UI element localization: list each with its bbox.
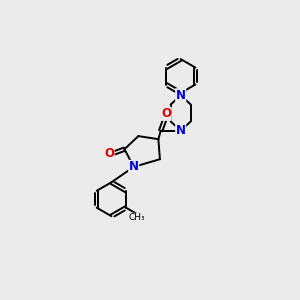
Text: N: N [176,89,186,102]
Text: N: N [176,124,186,137]
Text: O: O [104,147,114,160]
Text: CH₃: CH₃ [128,213,145,222]
Text: N: N [129,160,139,173]
Text: O: O [161,107,171,120]
